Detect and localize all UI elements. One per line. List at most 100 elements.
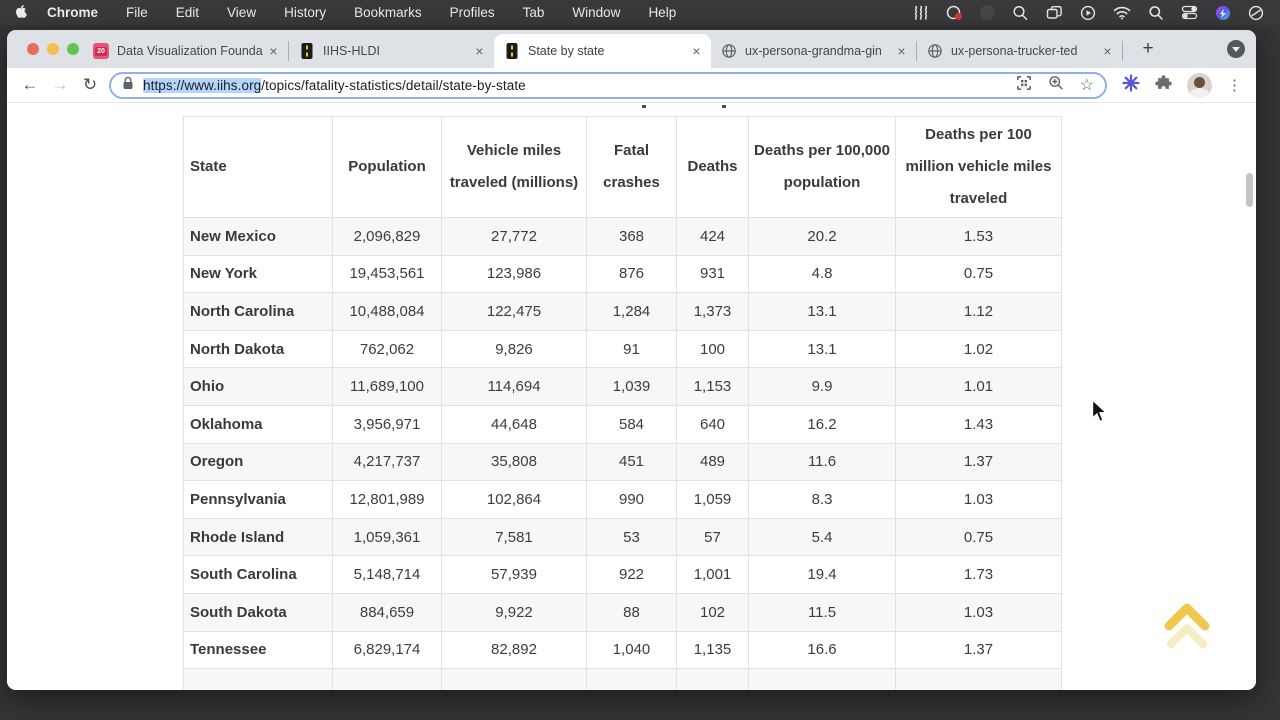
menu-window[interactable]: Window <box>572 5 621 20</box>
value-cell: 100 <box>676 329 749 369</box>
value-cell: 57,939 <box>441 555 587 594</box>
tab-search-button[interactable] <box>1227 40 1245 58</box>
menu-help[interactable]: Help <box>648 5 677 20</box>
value-cell: 1.53 <box>895 217 1062 256</box>
calendar-favicon-icon: 20 <box>93 43 109 59</box>
vertical-scrollbar-thumb[interactable] <box>1246 173 1253 207</box>
new-tab-button[interactable]: + <box>1142 38 1154 59</box>
value-cell: 3,956,971 <box>332 404 442 444</box>
value-cell: 9,826 <box>441 329 587 369</box>
play-circle-icon[interactable] <box>1080 5 1096 21</box>
value-cell: 1.03 <box>895 592 1062 632</box>
table-row <box>183 668 1062 690</box>
extension-snowflake-icon[interactable] <box>1122 73 1140 97</box>
profile-avatar[interactable] <box>1187 72 1212 98</box>
window-minimize-button[interactable] <box>47 43 59 55</box>
menu-bookmarks[interactable]: Bookmarks <box>354 5 422 20</box>
value-cell: 6,829,174 <box>332 630 442 670</box>
table-row: Tennessee 6,829,174 82,892 1,040 1,135 16.6 1.… <box>183 630 1062 670</box>
value-cell: 19.4 <box>748 555 896 594</box>
wifi-icon[interactable] <box>1113 6 1131 20</box>
bookmark-star-icon[interactable]: ☆ <box>1079 77 1094 94</box>
value-cell: 57 <box>676 517 749 557</box>
tab-close-icon[interactable]: × <box>475 42 484 59</box>
menu-edit[interactable]: Edit <box>175 5 200 20</box>
zoom-lens-icon[interactable] <box>1012 5 1029 21</box>
reload-button[interactable]: ↻ <box>82 75 98 94</box>
window-zoom-button[interactable] <box>67 43 79 55</box>
value-cell: 1.01 <box>895 367 1062 406</box>
scroll-to-top-button[interactable] <box>1159 596 1215 660</box>
value-cell: 20.2 <box>748 217 896 256</box>
value-cell: 88 <box>586 592 677 632</box>
menu-profiles[interactable]: Profiles <box>449 5 495 20</box>
value-cell: 7,581 <box>441 517 587 557</box>
value-cell: 9,922 <box>441 592 587 632</box>
zoom-in-icon[interactable] <box>1048 75 1064 96</box>
window-close-button[interactable] <box>27 43 39 55</box>
address-bar[interactable]: https://www.iihs.org/topics/fatality-sta… <box>109 71 1107 99</box>
column-header: Deaths <box>676 116 749 218</box>
qr-code-icon[interactable] <box>1016 75 1032 96</box>
window-stack-icon[interactable] <box>1046 5 1063 20</box>
value-cell <box>586 668 677 690</box>
tab-close-icon[interactable]: × <box>692 42 701 59</box>
waves-icon[interactable] <box>913 5 929 20</box>
lock-icon[interactable] <box>122 76 134 95</box>
table-row: North Dakota 762,062 9,826 91 100 13.1 1.02 <box>183 329 1062 369</box>
fatality-statistics-table: State Population Vehicle miles traveled (m… <box>183 116 1062 690</box>
do-not-disturb-icon[interactable] <box>1248 5 1264 21</box>
menu-app-name[interactable]: Chrome <box>47 5 99 20</box>
value-cell: 44,648 <box>441 404 587 444</box>
apple-menu-icon[interactable] <box>16 5 29 20</box>
avatar-shoulders <box>1190 87 1209 98</box>
tab-close-icon[interactable]: × <box>269 42 278 59</box>
extensions-puzzle-icon[interactable] <box>1155 74 1172 96</box>
column-header: Vehicle miles traveled (millions) <box>441 116 587 218</box>
tab-close-icon[interactable]: × <box>1103 42 1112 59</box>
state-cell: New Mexico <box>183 217 333 256</box>
value-cell: 931 <box>676 254 749 294</box>
value-cell: 8.3 <box>748 480 896 519</box>
control-center-icon[interactable] <box>1181 5 1198 20</box>
spotlight-search-icon[interactable] <box>1148 5 1164 21</box>
tab-state-by-state[interactable]: State by state × <box>494 34 711 68</box>
color-app-icon[interactable] <box>1215 5 1231 21</box>
menu-view[interactable]: View <box>227 5 257 20</box>
value-cell: 0.75 <box>895 517 1062 557</box>
url-text: https://www.iihs.org/topics/fatality-sta… <box>143 77 526 93</box>
value-cell <box>332 668 442 690</box>
tab-iihs-hldi[interactable]: IIHS-HLDI × <box>289 34 494 68</box>
menu-tab[interactable]: Tab <box>522 5 545 20</box>
tab-ux-persona-trucker[interactable]: ux-persona-trucker-ted × <box>917 34 1122 68</box>
dimmed-app-icon[interactable] <box>980 5 995 20</box>
back-button[interactable]: ← <box>21 75 39 94</box>
value-cell: 1,059,361 <box>332 517 442 557</box>
tab-ux-persona-grandma[interactable]: ux-persona-grandma-gin × <box>711 34 916 68</box>
forward-button[interactable]: → <box>51 75 69 94</box>
value-cell: 1.12 <box>895 292 1062 331</box>
state-cell: Pennsylvania <box>183 480 333 519</box>
value-cell: 1.43 <box>895 404 1062 444</box>
tab-data-visualization[interactable]: 20 Data Visualization Founda × <box>83 34 288 68</box>
tab-close-icon[interactable]: × <box>897 42 906 59</box>
value-cell: 424 <box>676 217 749 256</box>
value-cell: 4.8 <box>748 254 896 294</box>
menu-file[interactable]: File <box>126 5 148 20</box>
browser-menu-icon[interactable]: ⋮ <box>1227 77 1242 94</box>
value-cell: 922 <box>586 555 677 594</box>
value-cell: 990 <box>586 480 677 519</box>
screen-record-icon[interactable] <box>946 5 963 21</box>
state-cell <box>183 668 333 690</box>
value-cell <box>748 668 896 690</box>
value-cell: 451 <box>586 442 677 482</box>
column-header: Deaths per 100 million vehicle miles tra… <box>895 116 1062 218</box>
state-cell: South Carolina <box>183 555 333 594</box>
value-cell: 1,001 <box>676 555 749 594</box>
menu-history[interactable]: History <box>284 5 327 20</box>
value-cell: 35,808 <box>441 442 587 482</box>
state-cell: North Carolina <box>183 292 333 331</box>
tab-strip: 20 Data Visualization Founda × IIHS-HLDI… <box>7 30 1256 68</box>
value-cell: 82,892 <box>441 630 587 670</box>
value-cell: 11.5 <box>748 592 896 632</box>
